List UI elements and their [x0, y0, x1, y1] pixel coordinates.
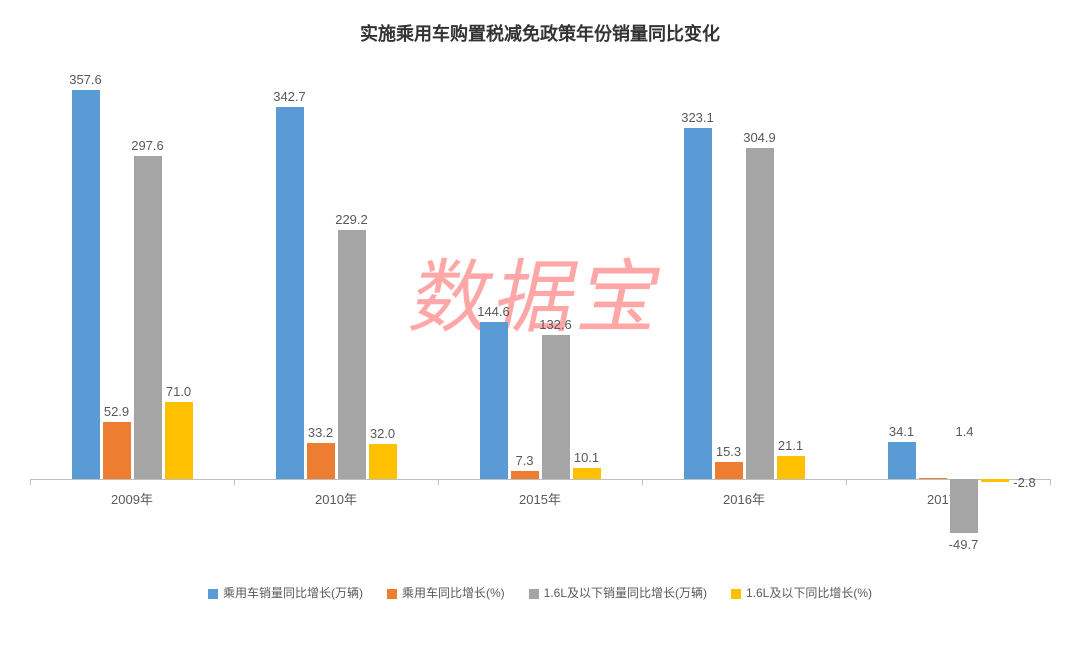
chart-container: 实施乘用车购置税减免政策年份销量同比变化 数据宝 2009年357.652.92…	[0, 0, 1080, 648]
bar-value-label: 132.6	[539, 317, 572, 332]
x-tick	[30, 479, 31, 485]
bar	[950, 479, 978, 533]
legend: 乘用车销量同比增长(万辆) 乘用车同比增长(%) 1.6L及以下销量同比增长(万辆)…	[30, 584, 1050, 601]
bar	[307, 443, 335, 479]
bar-value-label: 1.4	[955, 424, 973, 439]
bar-value-label: 297.6	[131, 138, 164, 153]
bar	[276, 107, 304, 480]
legend-swatch	[731, 589, 741, 599]
x-tick	[1050, 479, 1051, 485]
bar-value-label: -49.7	[949, 537, 979, 552]
bar	[746, 148, 774, 479]
legend-swatch	[387, 589, 397, 599]
bar-value-label: -2.8	[1013, 475, 1035, 490]
bar-value-label: 144.6	[477, 304, 510, 319]
bar-value-label: 229.2	[335, 212, 368, 227]
bar-value-label: 32.0	[370, 426, 395, 441]
bar	[338, 230, 366, 479]
legend-label: 1.6L及以下同比增长(%)	[746, 586, 872, 600]
bar-value-label: 10.1	[574, 450, 599, 465]
legend-label: 乘用车销量同比增长(万辆)	[223, 586, 363, 600]
legend-swatch	[529, 589, 539, 599]
bar	[919, 478, 947, 480]
bar	[369, 444, 397, 479]
bar	[777, 456, 805, 479]
bar	[888, 442, 916, 479]
bar	[134, 156, 162, 479]
bar-value-label: 21.1	[778, 438, 803, 453]
legend-item: 乘用车同比增长(%)	[387, 584, 505, 601]
bar-value-label: 342.7	[273, 89, 306, 104]
legend-label: 1.6L及以下销量同比增长(万辆)	[544, 586, 707, 600]
bar	[542, 335, 570, 479]
plot-area: 数据宝 2009年357.652.9297.671.02010年342.733.…	[30, 66, 1050, 566]
bar-value-label: 323.1	[681, 110, 714, 125]
x-tick	[438, 479, 439, 485]
x-axis-label: 2009年	[111, 489, 153, 508]
bar	[573, 468, 601, 479]
bar-value-label: 304.9	[743, 130, 776, 145]
x-tick	[234, 479, 235, 485]
bar	[480, 322, 508, 479]
bar	[684, 128, 712, 479]
bar-value-label: 7.3	[515, 453, 533, 468]
legend-label: 乘用车同比增长(%)	[402, 586, 505, 600]
legend-item: 1.6L及以下同比增长(%)	[731, 584, 872, 601]
bar	[72, 90, 100, 479]
bar	[511, 471, 539, 479]
bar-value-label: 33.2	[308, 425, 333, 440]
bar	[981, 479, 1009, 482]
legend-item: 1.6L及以下销量同比增长(万辆)	[529, 584, 707, 601]
bar-value-label: 52.9	[104, 404, 129, 419]
x-axis-label: 2016年	[723, 489, 765, 508]
bar	[165, 402, 193, 479]
bar-value-label: 357.6	[69, 72, 102, 87]
bar	[715, 462, 743, 479]
bar-value-label: 34.1	[889, 424, 914, 439]
x-tick	[846, 479, 847, 485]
x-axis-label: 2015年	[519, 489, 561, 508]
chart-title: 实施乘用车购置税减免政策年份销量同比变化	[30, 20, 1050, 46]
bar-value-label: 15.3	[716, 444, 741, 459]
x-axis-baseline	[30, 479, 1050, 480]
x-axis-label: 2010年	[315, 489, 357, 508]
x-tick	[642, 479, 643, 485]
legend-item: 乘用车销量同比增长(万辆)	[208, 584, 363, 601]
legend-swatch	[208, 589, 218, 599]
bar-value-label: 71.0	[166, 384, 191, 399]
bar	[103, 422, 131, 480]
